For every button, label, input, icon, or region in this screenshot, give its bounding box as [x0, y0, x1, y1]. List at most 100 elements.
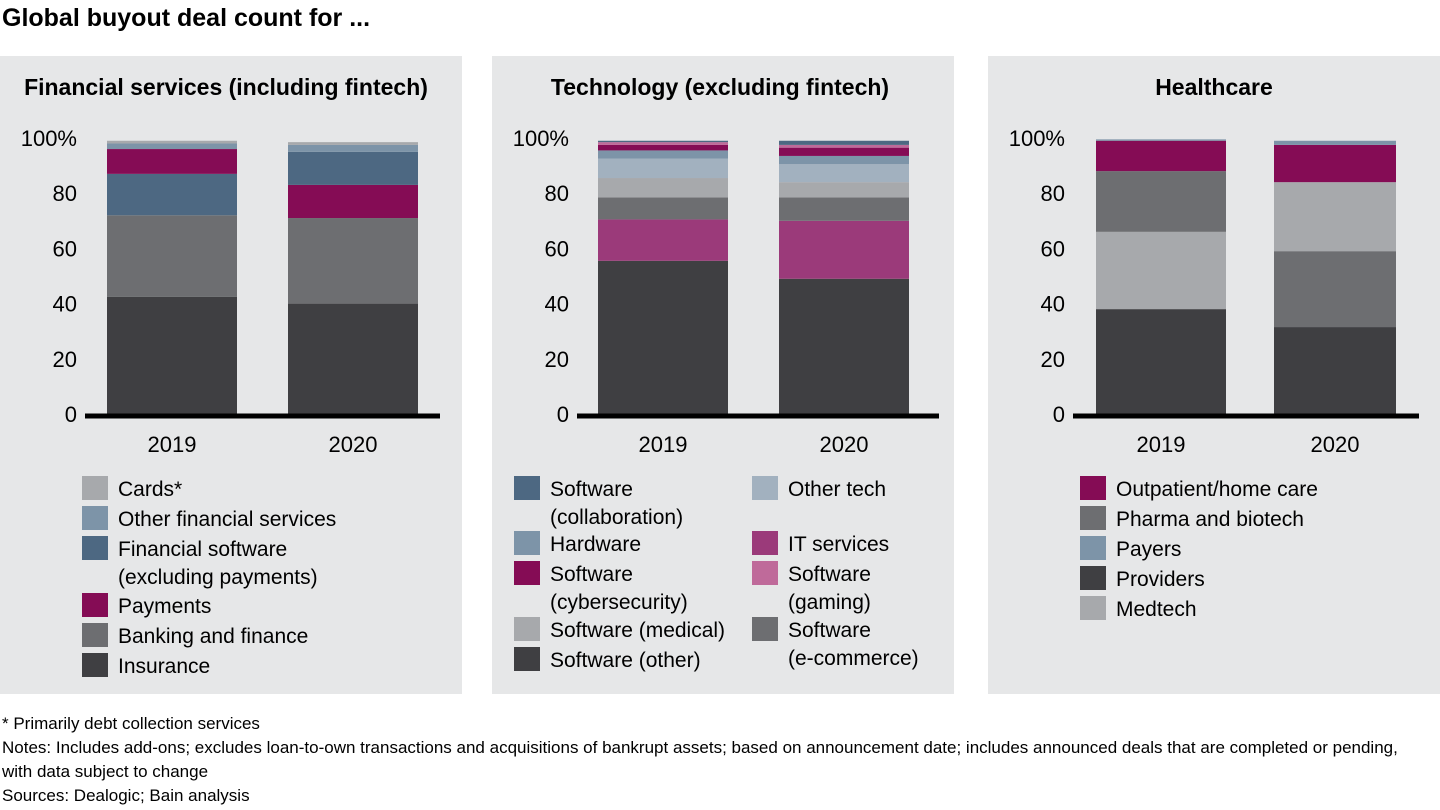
legend-label: Insurance [118, 655, 211, 678]
y-tick-label: 20 [53, 347, 77, 372]
y-tick-label: 20 [545, 347, 569, 372]
chart-title: Global buyout deal count for ... [2, 4, 371, 32]
y-tick-label: 0 [65, 402, 77, 427]
legend-swatch [514, 561, 540, 585]
panel-title: Financial services (including fintech) [24, 74, 428, 100]
x-tick-label: 2020 [820, 432, 869, 457]
y-tick-label: 80 [53, 181, 77, 206]
bar-segment-software-cybersecurity-2020 [779, 147, 909, 156]
bar-segment-payers-2019 [1096, 139, 1226, 141]
panel-technology: Technology (excluding fintech) 0 20 40 60 80 1… [492, 56, 954, 694]
bar-segment-other-financial-services-2019 [107, 143, 237, 150]
legend-item-software-e-commerce: Software (e-commerce) [752, 617, 919, 673]
legend-swatch [514, 476, 540, 500]
y-tick-label: 20 [1041, 347, 1065, 372]
legend-swatch [82, 506, 108, 530]
legend-item-providers: Providers [1080, 566, 1205, 594]
bar-segment-hardware-2019 [598, 150, 728, 159]
bar-segment-software-gaming-2019 [598, 142, 728, 145]
bar-segment-payments-2019 [107, 149, 237, 174]
bar-segment-other-tech-2020 [779, 164, 909, 183]
panel-title: Healthcare [1155, 74, 1273, 100]
legend-item-hardware: Hardware [514, 531, 641, 559]
bar-segment-financial-software-excluding-payments-2019 [107, 173, 237, 216]
legend-label: Software (cybersecurity) [550, 563, 688, 614]
legend-label: Software (other) [550, 649, 701, 672]
bar-segment-medtech-2020 [1274, 182, 1396, 252]
legend-label: Medtech [1116, 598, 1197, 621]
bar-segment-software-medical-2019 [598, 178, 728, 198]
legend-label: Payers [1116, 538, 1182, 561]
x-tick-label: 2019 [639, 432, 688, 457]
bar-segment-insurance-2020 [288, 303, 418, 414]
y-tick-label: 0 [557, 402, 569, 427]
legend-label: Outpatient/home care [1116, 478, 1318, 501]
legend-swatch [514, 531, 540, 555]
legend-swatch [82, 593, 108, 617]
legend-item-software-collaboration: Software (collaboration) [514, 476, 683, 532]
legend-swatch [1080, 476, 1106, 500]
legend-label: Financial software (excluding payments) [118, 538, 318, 589]
legend-label: Software (medical) [550, 619, 726, 642]
legend-item-payments: Payments [82, 593, 211, 621]
chart-technology: Technology (excluding fintech) 0 20 40 60 80 1… [513, 74, 939, 457]
legend-item-software-other: Software (other) [514, 647, 701, 675]
bar-segment-software-other-2020 [779, 278, 909, 414]
bar-segment-software-medical-2020 [779, 182, 909, 198]
legend-item-other-financial-services: Other financial services [82, 506, 336, 534]
legend-swatch [514, 617, 540, 641]
legend-swatch [514, 647, 540, 671]
bar-segment-hardware-2020 [779, 155, 909, 165]
y-tick-label: 0 [1053, 402, 1065, 427]
legend-label: Software (gaming) [788, 563, 871, 614]
legend-label: Payments [118, 595, 212, 618]
legend-swatch [82, 653, 108, 677]
bar-segment-software-collaboration-2019 [598, 140, 728, 143]
legend-item-pharma-and-biotech: Pharma and biotech [1080, 506, 1304, 534]
bar-segment-it-services-2019 [598, 219, 728, 261]
bar-segment-providers-2019 [1096, 309, 1226, 414]
x-tick-label: 2019 [1137, 432, 1186, 457]
bar-segment-cards-2020 [288, 142, 418, 145]
legend-item-financial-software-excluding-payments: Financial software (excluding payments) [82, 536, 318, 592]
footer: * Primarily debt collection services Not… [2, 712, 1432, 808]
legend-label: Hardware [550, 533, 642, 556]
legend-item-cards: Cards* [82, 476, 182, 504]
bar-segment-insurance-2019 [107, 296, 237, 414]
legend-swatch [82, 476, 108, 500]
sources: Sources: Dealogic; Bain analysis [2, 786, 250, 805]
bar-segment-software-gaming-2020 [779, 144, 909, 148]
legend-swatch [1080, 566, 1106, 590]
y-tick-label: 80 [545, 181, 569, 206]
legend-swatch [752, 531, 778, 555]
bar-segment-banking-and-finance-2020 [288, 218, 418, 304]
x-tick-label: 2019 [148, 432, 197, 457]
bar-segment-it-services-2020 [779, 220, 909, 279]
legend-swatch [82, 623, 108, 647]
bar-segment-other-tech-2019 [598, 158, 728, 179]
y-tick-label: 100% [513, 126, 569, 151]
legend-healthcare: Outpatient/home care Pharma and biotech Pa… [988, 56, 1440, 694]
legend-item-other-tech: Other tech [752, 476, 886, 504]
legend-technology: Software (collaboration) Hardware Software… [492, 56, 954, 694]
bar-segment-software-other-2019 [598, 260, 728, 414]
legend-swatch [752, 476, 778, 500]
legend-label: Other financial services [118, 508, 337, 531]
legend-item-payers: Payers [1080, 536, 1181, 564]
legend-swatch [1080, 536, 1106, 560]
bar-segment-software-e-commerce-2019 [598, 197, 728, 220]
legend-label: IT services [788, 533, 890, 556]
legend-swatch [82, 536, 108, 560]
chart-financial-services: Financial services (including fintech) 0 2… [21, 74, 440, 457]
legend-item-insurance: Insurance [82, 653, 210, 681]
bar-segment-providers-2020 [1274, 327, 1396, 414]
legend-label: Other tech [788, 478, 887, 501]
panel-healthcare: Healthcare 0 20 40 60 80 100% 2019 2020 Outpatie… [988, 56, 1440, 694]
footnote: * Primarily debt collection services [2, 714, 260, 733]
notes: Notes: Includes add-ons; excludes loan-t… [2, 738, 1398, 781]
x-tick-label: 2020 [1311, 432, 1360, 457]
bar-segment-financial-software-excluding-payments-2020 [288, 151, 418, 185]
legend-swatch [1080, 506, 1106, 530]
legend-swatch [1080, 596, 1106, 620]
y-tick-label: 60 [53, 236, 77, 261]
